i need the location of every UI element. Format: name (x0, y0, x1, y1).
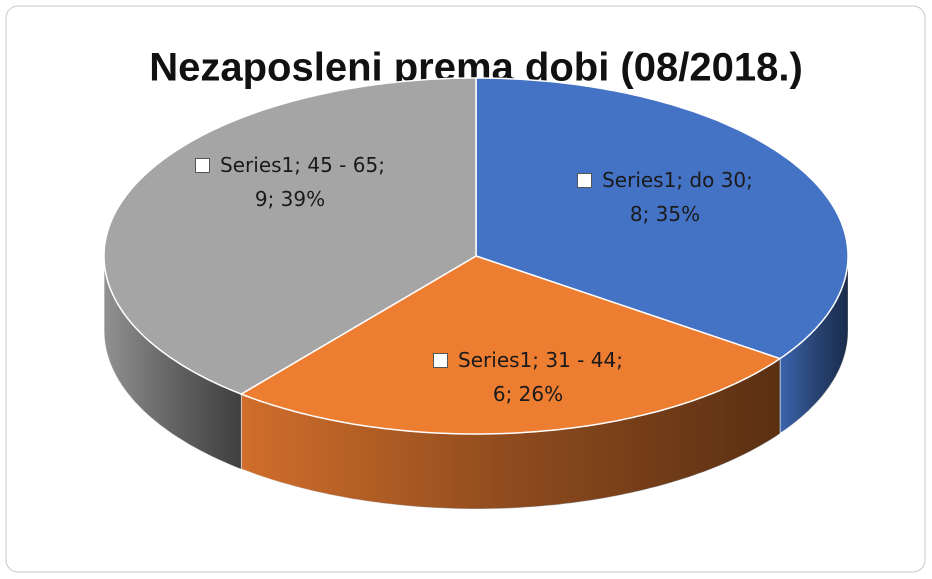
data-label-box: Series1; do 30; 8; 35% (570, 163, 760, 231)
data-label-box: Series1; 31 - 44; 6; 26% (433, 343, 623, 411)
data-label-text: Series1; 31 - 44; 6; 26% (458, 348, 623, 406)
pie-slice (103, 77, 477, 395)
data-label: Series1; 31 - 44; 6; 26% (433, 343, 623, 411)
data-label: Series1; 45 - 65; 9; 39% (195, 148, 385, 216)
data-labels: Series1; do 30; 8; 35% Series1; 31 - 44; … (195, 148, 760, 411)
label-key (195, 158, 211, 173)
data-label-text: Series1; 45 - 65; 9; 39% (220, 153, 385, 211)
data-label-text: Series1; do 30; 8; 35% (602, 168, 753, 226)
data-label: Series1; do 30; 8; 35% (570, 163, 760, 231)
pie-slice (475, 77, 849, 360)
pie-tops (103, 77, 849, 435)
side-shade (104, 256, 242, 470)
pie-slice (239, 255, 782, 435)
label-key (577, 173, 593, 188)
label-key (433, 353, 449, 368)
side-shade (779, 256, 848, 434)
data-label-box: Series1; 45 - 65; 9; 39% (195, 148, 385, 216)
